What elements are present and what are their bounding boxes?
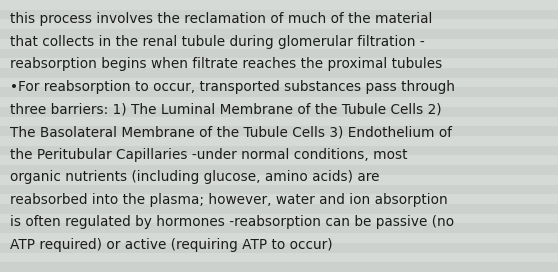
Bar (0, 68, 558, 78)
Text: reabsorbed into the plasma; however, water and ion absorption: reabsorbed into the plasma; however, wat… (10, 193, 448, 207)
Text: the Peritubular Capillaries -under normal conditions, most: the Peritubular Capillaries -under norma… (10, 148, 407, 162)
Bar (0, 136, 558, 146)
Text: three barriers: 1) The Luminal Membrane of the Tubule Cells 2): three barriers: 1) The Luminal Membrane … (10, 103, 442, 116)
Bar (0, 223, 558, 233)
Bar (0, 49, 558, 58)
Text: reabsorption begins when filtrate reaches the proximal tubules: reabsorption begins when filtrate reache… (10, 57, 442, 71)
Bar (0, 233, 558, 243)
Bar (0, 253, 558, 262)
Bar (0, 204, 558, 214)
Bar (0, 10, 558, 19)
Bar (0, 126, 558, 136)
Bar (0, 97, 558, 107)
Text: is often regulated by hormones -reabsorption can be passive (no: is often regulated by hormones -reabsorp… (10, 215, 454, 229)
Bar (0, 117, 558, 126)
Bar (0, 87, 558, 97)
Bar (0, 155, 558, 165)
Bar (0, 19, 558, 29)
Bar (0, 29, 558, 39)
Bar (0, 165, 558, 175)
Text: that collects in the renal tubule during glomerular filtration -: that collects in the renal tubule during… (10, 35, 425, 49)
Bar (0, 262, 558, 272)
Text: •For reabsorption to occur, transported substances pass through: •For reabsorption to occur, transported … (10, 80, 455, 94)
Bar (0, 107, 558, 117)
Bar (0, 0, 558, 10)
Bar (0, 194, 558, 204)
Bar (0, 39, 558, 49)
Text: organic nutrients (including glucose, amino acids) are: organic nutrients (including glucose, am… (10, 170, 379, 184)
Text: ATP required) or active (requiring ATP to occur): ATP required) or active (requiring ATP t… (10, 238, 333, 252)
Text: The Basolateral Membrane of the Tubule Cells 3) Endothelium of: The Basolateral Membrane of the Tubule C… (10, 125, 452, 139)
Bar (0, 146, 558, 155)
Bar (0, 243, 558, 253)
Bar (0, 185, 558, 194)
Bar (0, 214, 558, 223)
Text: this process involves the reclamation of much of the material: this process involves the reclamation of… (10, 12, 432, 26)
Bar (0, 58, 558, 68)
Bar (0, 78, 558, 87)
Bar (0, 175, 558, 185)
